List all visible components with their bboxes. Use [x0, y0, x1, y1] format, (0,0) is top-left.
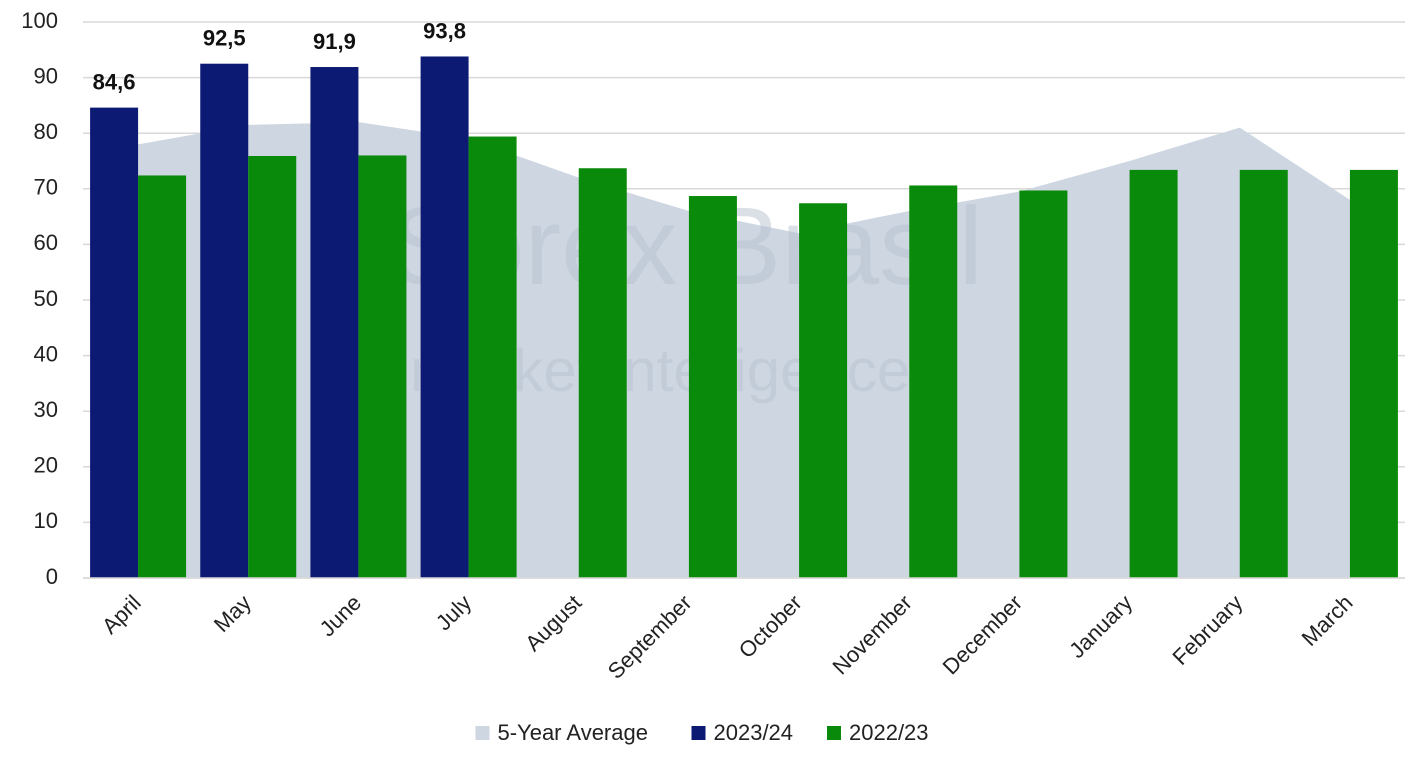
bar: [138, 175, 187, 578]
data-label: 84,6: [93, 69, 136, 94]
y-tick-label: 70: [34, 175, 58, 200]
y-tick-label: 80: [34, 119, 58, 144]
x-tick-label: February: [1167, 590, 1247, 670]
bar: [1019, 190, 1068, 578]
legend-swatch: [691, 726, 706, 740]
bar: [578, 168, 627, 578]
bar: [1349, 169, 1398, 578]
bar: [358, 155, 407, 578]
bar: [1239, 169, 1288, 578]
y-tick-label: 90: [34, 63, 58, 88]
legend-label: 2023/24: [714, 720, 794, 745]
y-tick-label: 30: [34, 397, 58, 422]
y-tick-label: 20: [34, 453, 58, 478]
data-label: 92,5: [203, 26, 246, 51]
x-tick-label: November: [827, 590, 916, 679]
x-tick-label: January: [1064, 590, 1137, 663]
legend-label: 2022/23: [849, 720, 929, 745]
y-tick-label: 60: [34, 230, 58, 255]
x-tick-label: April: [97, 590, 146, 639]
x-tick-label: December: [938, 590, 1027, 679]
bar: [909, 185, 958, 579]
x-tick-label: October: [734, 590, 807, 663]
bar: [468, 136, 517, 578]
bar: [420, 56, 469, 579]
y-tick-label: 50: [34, 286, 58, 311]
bar: [688, 196, 737, 578]
bar: [248, 155, 297, 578]
bar: [90, 107, 139, 579]
x-tick-label: August: [520, 590, 586, 656]
bar: [1129, 169, 1178, 578]
y-tick-label: 0: [46, 564, 58, 589]
y-tick-label: 100: [21, 8, 58, 33]
x-tick-label: June: [315, 590, 366, 641]
legend-swatch: [827, 726, 841, 740]
y-tick-label: 40: [34, 341, 58, 366]
bar: [799, 203, 848, 579]
bar: [310, 67, 359, 578]
x-tick-label: May: [209, 590, 256, 637]
y-tick-label: 10: [34, 508, 58, 533]
legend-swatch: [475, 726, 490, 740]
data-label: 91,9: [313, 29, 356, 54]
data-label: 93,8: [423, 18, 466, 43]
bar: [200, 63, 249, 578]
legend-label: 5-Year Average: [498, 720, 648, 745]
x-tick-label: July: [431, 590, 476, 635]
x-tick-label: September: [603, 590, 697, 684]
x-tick-label: March: [1297, 590, 1358, 651]
